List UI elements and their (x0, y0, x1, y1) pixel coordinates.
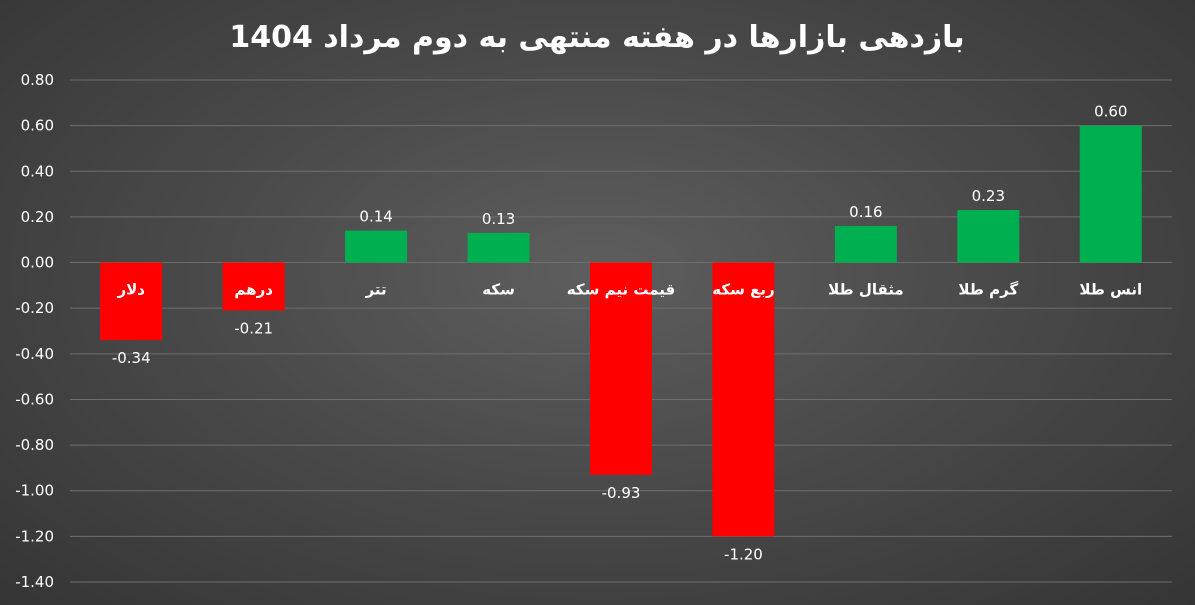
category-label: ربع سکه (712, 281, 774, 299)
y-tick-label: 0.20 (21, 208, 54, 226)
bar (590, 262, 652, 475)
y-tick-label: 0.00 (21, 254, 54, 272)
y-axis-ticks: 0.80 0.60 0.40 0.20 0.00 -0.20 -0.40 -0.60 -0.80… (15, 71, 54, 591)
y-tick-label: -1.20 (15, 527, 54, 545)
data-label: 0.60 (1094, 103, 1127, 121)
data-label: -1.20 (724, 545, 763, 563)
category-label: دلار (116, 281, 145, 299)
y-tick-label: -1.00 (15, 482, 54, 500)
bars (100, 125, 1142, 537)
y-tick-label: 0.40 (21, 162, 54, 180)
category-label: مثقال طلا (828, 281, 904, 299)
category-label: درهم (234, 281, 273, 299)
bar (467, 232, 530, 263)
category-label: سکه (482, 281, 515, 299)
bar (100, 262, 163, 341)
data-label: 0.14 (359, 208, 392, 226)
data-label: 0.23 (972, 187, 1005, 205)
y-tick-label: -0.40 (15, 345, 54, 363)
y-tick-label: -0.80 (15, 436, 54, 454)
data-label: 0.13 (482, 210, 515, 228)
y-tick-label: -0.60 (15, 390, 54, 408)
labels: -0.34 دلار -0.21 درهم 0.14 تتر 0.13 سکه -0.93 قیم… (112, 103, 1142, 564)
category-label: انس طلا (1079, 281, 1142, 299)
bar (222, 262, 285, 311)
data-label: -0.93 (602, 484, 641, 502)
category-label: گرم طلا (958, 281, 1018, 299)
category-label: تتر (365, 281, 387, 299)
bar (834, 226, 897, 263)
data-label: 0.16 (849, 203, 882, 221)
chart-title: بازدهی بازارها در هفته منتهی به دوم مردا… (229, 20, 964, 55)
bar (1079, 125, 1142, 263)
y-tick-label: 0.60 (21, 117, 54, 135)
bar (712, 262, 775, 537)
bar (345, 230, 408, 263)
category-label: قیمت نیم سکه (567, 281, 675, 299)
bar (957, 210, 1020, 263)
data-label: -0.21 (234, 319, 273, 337)
data-label: -0.34 (112, 349, 151, 367)
y-tick-label: -0.20 (15, 299, 54, 317)
y-tick-label: -1.40 (15, 573, 54, 591)
y-tick-label: 0.80 (21, 71, 54, 89)
